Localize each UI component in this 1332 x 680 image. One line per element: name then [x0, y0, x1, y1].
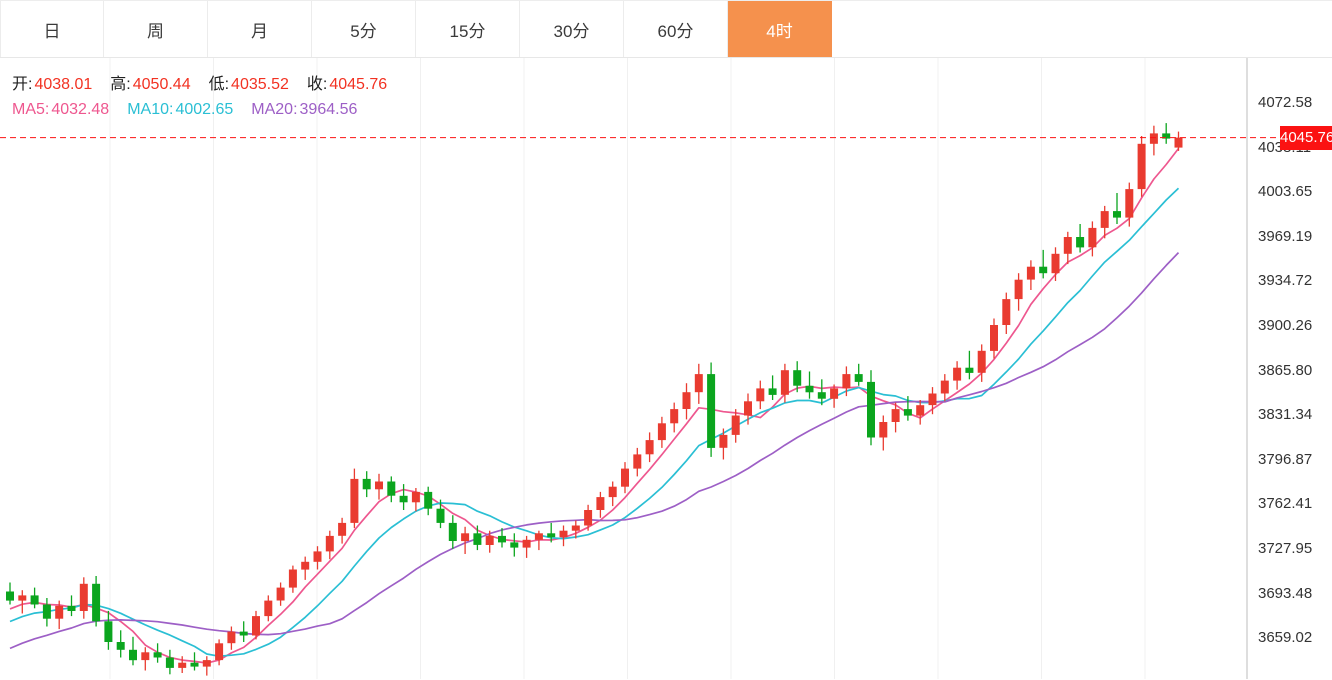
- current-price-tag: 4045.76: [1280, 125, 1332, 150]
- tab-week[interactable]: 周: [104, 1, 208, 57]
- tab-30min[interactable]: 30分: [520, 1, 624, 57]
- tab-4hour[interactable]: 4时: [728, 1, 832, 57]
- tab-day[interactable]: 日: [0, 1, 104, 57]
- tab-60min[interactable]: 60分: [624, 1, 728, 57]
- tab-month[interactable]: 月: [208, 1, 312, 57]
- chart-area: 开: 4038.01 高: 4050.44 低: 4035.52 收: 4045.76 …: [0, 58, 1332, 679]
- tab-15min[interactable]: 15分: [416, 1, 520, 57]
- tab-5min[interactable]: 5分: [312, 1, 416, 57]
- timeframe-tab-bar: 日周月 5分 15分 30分 60分 4时: [0, 0, 1332, 58]
